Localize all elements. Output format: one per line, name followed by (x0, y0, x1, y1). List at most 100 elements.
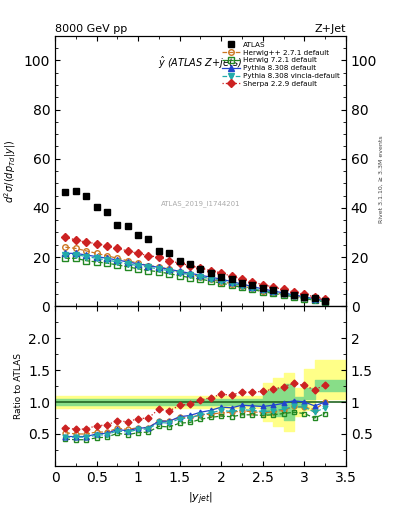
Pythia 8.308 default (125, 259, 130, 265)
Pythia 8.308 vincia-default (105, 257, 109, 263)
Herwig 7.2.1 default (125, 264, 130, 270)
Pythia 8.308 default (84, 252, 88, 258)
Line: Sherpa 2.2.9 default: Sherpa 2.2.9 default (62, 234, 328, 302)
ATLAS (208, 270, 213, 276)
Herwig++ 2.7.1 default (250, 285, 255, 291)
Pythia 8.308 vincia-default (177, 270, 182, 276)
Herwig 7.2.1 default (312, 297, 317, 303)
Sherpa 2.2.9 default (177, 260, 182, 266)
Pythia 8.308 default (229, 279, 234, 285)
ATLAS (198, 266, 203, 272)
Herwig++ 2.7.1 default (261, 288, 265, 294)
Pythia 8.308 default (105, 255, 109, 261)
Herwig 7.2.1 default (94, 259, 99, 265)
ATLAS (292, 292, 296, 298)
Pythia 8.308 default (261, 286, 265, 292)
Sherpa 2.2.9 default (198, 265, 203, 271)
Pythia 8.308 default (188, 270, 193, 276)
Herwig++ 2.7.1 default (281, 291, 286, 297)
Herwig++ 2.7.1 default (105, 253, 109, 259)
Pythia 8.308 vincia-default (323, 298, 327, 304)
Sherpa 2.2.9 default (312, 294, 317, 300)
Sherpa 2.2.9 default (261, 282, 265, 288)
ATLAS (167, 250, 172, 257)
ATLAS (271, 287, 275, 293)
ATLAS (73, 187, 78, 194)
Pythia 8.308 vincia-default (63, 251, 68, 258)
Pythia 8.308 default (63, 250, 68, 257)
Pythia 8.308 vincia-default (281, 291, 286, 297)
Sherpa 2.2.9 default (94, 241, 99, 247)
Sherpa 2.2.9 default (208, 267, 213, 273)
Herwig 7.2.1 default (84, 258, 88, 264)
ATLAS (261, 285, 265, 291)
Pythia 8.308 vincia-default (271, 289, 275, 295)
Sherpa 2.2.9 default (292, 289, 296, 295)
Pythia 8.308 vincia-default (156, 266, 161, 272)
Sherpa 2.2.9 default (323, 296, 327, 303)
Sherpa 2.2.9 default (156, 254, 161, 260)
ATLAS (229, 276, 234, 282)
Pythia 8.308 default (177, 268, 182, 274)
Herwig 7.2.1 default (146, 267, 151, 273)
Herwig 7.2.1 default (177, 272, 182, 279)
Herwig++ 2.7.1 default (302, 294, 307, 301)
Text: Rivet 3.1.10, ≥ 3.3M events: Rivet 3.1.10, ≥ 3.3M events (379, 135, 384, 223)
ATLAS (281, 290, 286, 296)
Pythia 8.308 default (136, 261, 140, 267)
Herwig 7.2.1 default (156, 269, 161, 275)
Pythia 8.308 default (156, 264, 161, 270)
Pythia 8.308 vincia-default (115, 259, 120, 265)
Herwig++ 2.7.1 default (208, 276, 213, 282)
Sherpa 2.2.9 default (63, 234, 68, 241)
Herwig 7.2.1 default (323, 298, 327, 305)
Herwig 7.2.1 default (115, 262, 120, 268)
Pythia 8.308 default (146, 263, 151, 269)
Pythia 8.308 vincia-default (292, 293, 296, 299)
ATLAS (323, 297, 327, 304)
Sherpa 2.2.9 default (84, 239, 88, 245)
Herwig++ 2.7.1 default (136, 260, 140, 266)
Sherpa 2.2.9 default (219, 270, 224, 276)
Pythia 8.308 vincia-default (219, 278, 224, 284)
Herwig 7.2.1 default (136, 266, 140, 272)
ATLAS (302, 294, 307, 300)
Herwig++ 2.7.1 default (156, 264, 161, 270)
ATLAS (177, 258, 182, 264)
ATLAS (63, 189, 68, 195)
Sherpa 2.2.9 default (229, 273, 234, 279)
Pythia 8.308 vincia-default (146, 264, 151, 270)
Sherpa 2.2.9 default (240, 276, 244, 282)
Pythia 8.308 vincia-default (302, 294, 307, 301)
Herwig 7.2.1 default (167, 271, 172, 277)
Pythia 8.308 default (208, 274, 213, 280)
Pythia 8.308 default (198, 272, 203, 279)
ATLAS (219, 273, 224, 280)
Pythia 8.308 vincia-default (229, 280, 234, 286)
Sherpa 2.2.9 default (302, 291, 307, 297)
Pythia 8.308 default (115, 257, 120, 263)
Pythia 8.308 vincia-default (208, 275, 213, 282)
Pythia 8.308 vincia-default (250, 285, 255, 291)
Pythia 8.308 default (271, 288, 275, 294)
Pythia 8.308 default (302, 294, 307, 300)
Herwig++ 2.7.1 default (94, 250, 99, 257)
X-axis label: $|y_{jet}|$: $|y_{jet}|$ (188, 490, 213, 507)
Line: Herwig++ 2.7.1 default: Herwig++ 2.7.1 default (62, 244, 328, 304)
ATLAS (125, 223, 130, 229)
Pythia 8.308 default (250, 284, 255, 290)
Herwig++ 2.7.1 default (73, 245, 78, 251)
Herwig++ 2.7.1 default (198, 273, 203, 280)
Pythia 8.308 default (281, 290, 286, 296)
ATLAS (115, 222, 120, 228)
Herwig 7.2.1 default (198, 276, 203, 282)
Sherpa 2.2.9 default (146, 253, 151, 259)
Pythia 8.308 default (240, 281, 244, 287)
Sherpa 2.2.9 default (115, 245, 120, 251)
Herwig 7.2.1 default (281, 292, 286, 298)
Pythia 8.308 vincia-default (312, 296, 317, 303)
ATLAS (312, 295, 317, 302)
Pythia 8.308 vincia-default (188, 272, 193, 278)
Herwig++ 2.7.1 default (323, 297, 327, 304)
Herwig 7.2.1 default (292, 294, 296, 300)
